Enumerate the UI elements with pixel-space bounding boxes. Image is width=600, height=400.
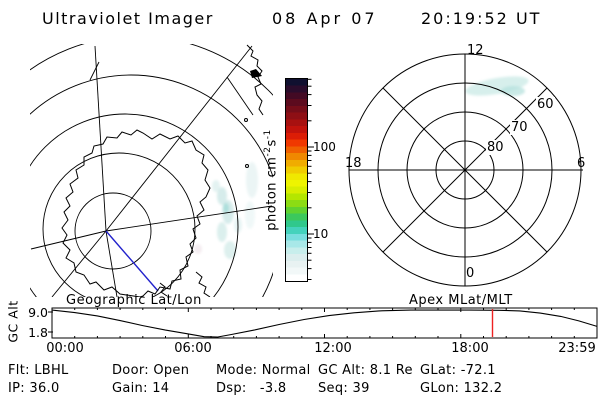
status-dsp: Dsp: -3.8 xyxy=(216,381,287,396)
strip-ytick-high: 9.0 xyxy=(28,305,48,320)
coastline-filled-fragment xyxy=(250,69,262,78)
polar-plot-title: Apex MLat/MLT xyxy=(409,293,513,308)
status-gain: Gain: 14 xyxy=(112,381,170,396)
geo-latitude-circles xyxy=(30,44,273,297)
geo-plot-graphics xyxy=(30,44,273,297)
mlat-ring-label-60: 60 xyxy=(536,97,555,112)
mlt-label-18: 18 xyxy=(345,156,362,171)
header-time: 20:19:52 UT xyxy=(421,9,542,28)
mlt-label-6: 6 xyxy=(577,156,586,171)
status-ip: IP: 36.0 xyxy=(8,381,60,396)
strip-chart-graphics xyxy=(48,307,598,339)
app-title: Ultraviolet Imager xyxy=(42,9,214,28)
status-glat: GLat: -72.1 xyxy=(420,363,496,378)
polar-aurora-patch xyxy=(465,76,529,96)
status-glon: GLon: 132.2 xyxy=(420,381,503,396)
geo-meridians xyxy=(30,45,273,297)
mlat-ring-label-70: 70 xyxy=(510,120,529,135)
strip-xtick-1800: 18:00 xyxy=(451,341,489,356)
strip-xtick-2359: 23:59 xyxy=(558,341,596,356)
gc-alt-curve xyxy=(51,309,598,338)
colorbar-unit-label: photon cm-2s-1 xyxy=(263,129,280,231)
colorbar-ticks xyxy=(308,78,314,280)
strip-chart-axis-ticks xyxy=(51,308,598,338)
polar-spokes xyxy=(349,54,583,286)
status-seq: Seq: 39 xyxy=(318,381,370,396)
colorbar-gradient xyxy=(286,79,307,281)
status-mode: Mode: Normal xyxy=(216,363,311,378)
polar-plot-graphics xyxy=(348,53,583,287)
strip-chart-frame xyxy=(51,307,598,339)
colorbar xyxy=(285,78,308,282)
colorbar-tick-100: 100 xyxy=(313,140,336,154)
status-gcalt: GC Alt: 8.1 Re xyxy=(318,363,413,378)
geo-plot-title: Geographic Lat/Lon xyxy=(66,293,202,308)
mlat-ring-label-80: 80 xyxy=(486,140,505,155)
status-door: Door: Open xyxy=(112,363,190,378)
strip-xtick-0000: 00:00 xyxy=(46,341,84,356)
mlt-label-12: 12 xyxy=(467,43,484,58)
strip-ylabel: GC Alt xyxy=(5,300,21,343)
mlt-label-0: 0 xyxy=(466,266,475,281)
colorbar-tick-10: 10 xyxy=(313,227,329,241)
status-flt: Flt: LBHL xyxy=(8,363,69,378)
antarctica-coastline xyxy=(61,44,264,297)
strip-ytick-low: 1.8 xyxy=(28,325,48,340)
geo-orbit-track-line xyxy=(105,230,159,292)
strip-xtick-1200: 12:00 xyxy=(314,341,352,356)
strip-xtick-0600: 06:00 xyxy=(174,341,212,356)
header-date: 08 Apr 07 xyxy=(272,9,378,28)
